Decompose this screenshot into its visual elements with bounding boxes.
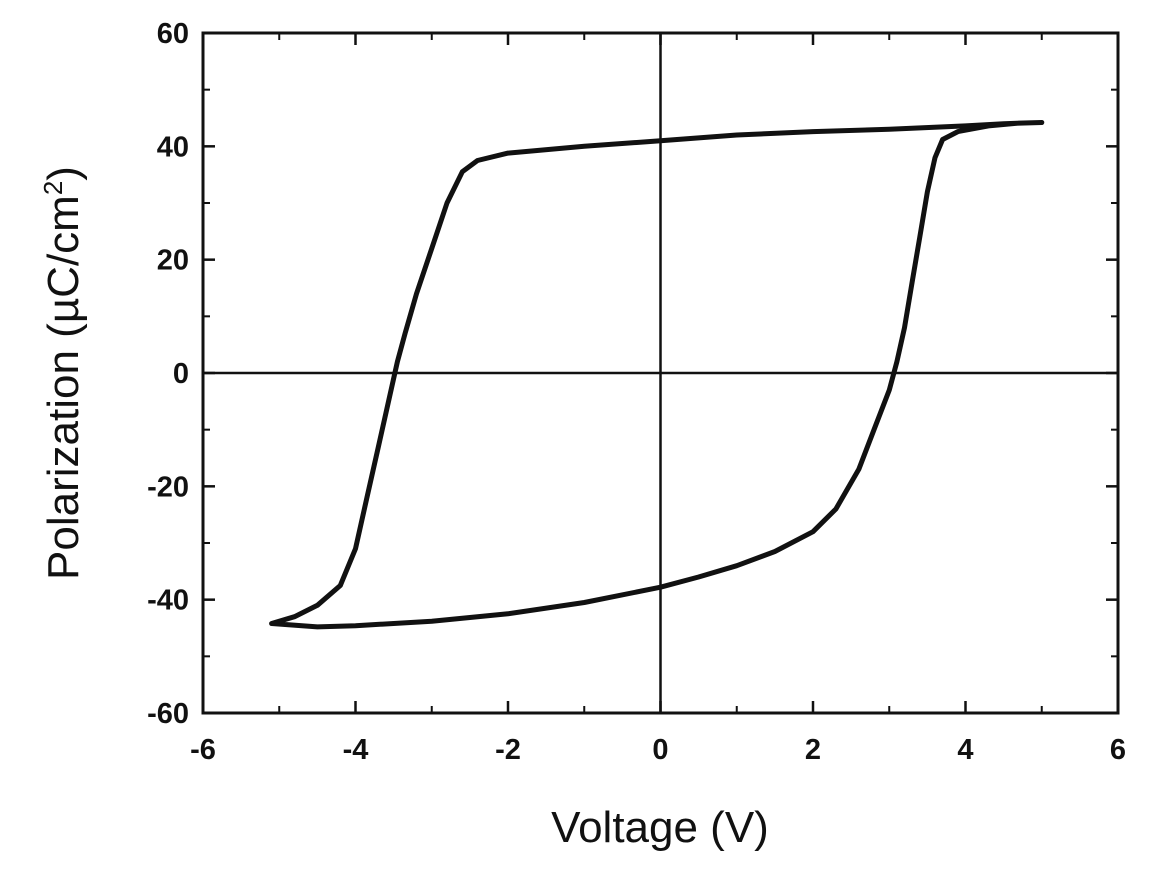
x-tick-label: 6 — [1110, 734, 1126, 766]
y-tick-label: 0 — [173, 358, 189, 390]
plot-frame — [201, 31, 1120, 715]
x-tick-label: 2 — [805, 734, 821, 766]
y-tick-label: 20 — [157, 245, 189, 277]
y-axis-title-superscript: 2 — [38, 181, 68, 195]
y-tick-label: -20 — [147, 471, 189, 503]
x-tick-label: 4 — [957, 734, 973, 766]
x-tick-label: -2 — [495, 734, 521, 766]
y-tick-label: -60 — [147, 698, 189, 730]
zero-lines — [203, 33, 1118, 713]
y-tick-label: 60 — [157, 18, 189, 50]
x-axis-title: Voltage (V) — [551, 803, 769, 852]
y-axis-title-suffix: ) — [39, 166, 88, 181]
x-tick-label: -4 — [343, 734, 369, 766]
y-tick-label: 40 — [157, 131, 189, 163]
y-axis-title: Polarization (µC/cm2) — [38, 166, 88, 580]
curve-layer — [269, 120, 1045, 630]
x-tick-label: 0 — [652, 734, 668, 766]
y-axis-title-main: Polarization (µC/cm — [39, 195, 88, 580]
y-tick-label: -40 — [147, 585, 189, 617]
x-tick-label: -6 — [190, 734, 216, 766]
hysteresis-loop-line — [269, 120, 1045, 630]
